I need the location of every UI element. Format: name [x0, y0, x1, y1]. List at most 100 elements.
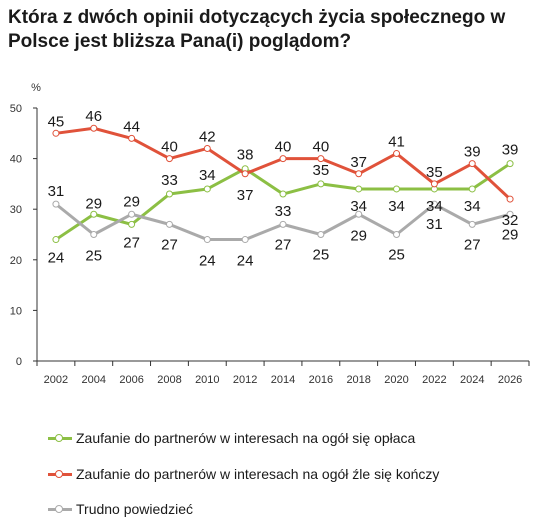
data-point-red	[165, 155, 173, 163]
data-label-red: 35	[426, 164, 443, 181]
data-label-gray: 31	[426, 216, 443, 233]
legend-item-gray: Trudno powiedzieć	[48, 501, 193, 517]
data-point-gray	[468, 220, 476, 228]
x-tick-label: 2012	[233, 374, 257, 386]
y-tick-label: 10	[10, 305, 22, 317]
data-point-red	[52, 129, 60, 137]
x-tick-label: 2010	[195, 374, 219, 386]
data-point-green	[128, 220, 136, 228]
data-point-gray	[393, 231, 401, 238]
x-tick-label: 2014	[271, 374, 295, 386]
data-label-gray: 25	[388, 247, 405, 264]
data-label-gray: 31	[48, 183, 65, 200]
data-label-gray: 25	[313, 247, 330, 264]
data-label-green: 27	[123, 234, 140, 251]
data-label-red: 41	[388, 134, 405, 151]
data-point-red	[506, 195, 514, 203]
legend-swatch-red	[48, 469, 72, 479]
y-tick-label: 40	[10, 154, 22, 166]
data-label-green: 33	[275, 203, 292, 220]
y-tick-label: 50	[10, 103, 22, 115]
data-label-red: 46	[85, 108, 102, 125]
data-label-red: 32	[502, 212, 519, 229]
data-point-gray	[128, 210, 136, 218]
data-point-green	[317, 180, 325, 188]
data-point-red	[90, 124, 98, 132]
data-label-green: 33	[161, 172, 178, 189]
x-tick-label: 2008	[157, 374, 181, 386]
data-point-green	[203, 185, 211, 193]
data-label-gray: 29	[502, 226, 519, 243]
data-label-gray: 27	[161, 236, 178, 253]
data-point-gray	[90, 231, 98, 238]
data-point-red	[317, 155, 325, 163]
data-label-gray: 24	[237, 253, 254, 270]
data-label-green: 34	[199, 167, 216, 184]
x-tick-label: 2004	[82, 374, 106, 386]
legend-swatch-green	[48, 433, 72, 443]
legend-item-green: Zaufanie do partnerów w interesach na og…	[48, 430, 415, 446]
data-point-red	[279, 155, 287, 163]
data-point-gray	[203, 236, 211, 244]
data-point-red	[468, 160, 476, 168]
data-label-green: 34	[388, 198, 405, 215]
data-point-green	[468, 185, 476, 193]
data-label-gray: 29	[123, 193, 140, 210]
data-point-red	[430, 180, 438, 188]
data-point-gray	[52, 200, 60, 208]
data-label-green: 29	[85, 195, 102, 212]
data-label-red: 42	[199, 128, 216, 145]
legend-item-red: Zaufanie do partnerów w interesach na og…	[48, 466, 439, 482]
data-label-green: 35	[313, 162, 330, 179]
data-label-red: 39	[464, 144, 481, 161]
legend-swatch-gray	[48, 504, 72, 514]
x-tick-label: 2020	[384, 374, 408, 386]
x-tick-label: 2022	[422, 374, 446, 386]
data-label-gray: 27	[464, 236, 481, 253]
data-point-green	[52, 236, 60, 244]
data-point-green	[165, 190, 173, 198]
data-point-gray	[430, 200, 438, 208]
x-tick-label: 2016	[309, 374, 333, 386]
data-label-gray: 29	[350, 227, 367, 244]
data-point-green	[279, 190, 287, 198]
x-tick-label: 2026	[498, 374, 522, 386]
x-tick-label: 2018	[346, 374, 370, 386]
data-point-gray	[506, 210, 514, 218]
data-point-red	[393, 150, 401, 158]
data-point-red	[355, 170, 363, 178]
data-label-green: 34	[350, 198, 367, 215]
data-point-gray	[317, 231, 325, 238]
data-label-green: 34	[464, 198, 481, 215]
data-point-red	[203, 144, 211, 152]
data-label-gray: 25	[85, 248, 102, 265]
data-label-green: 39	[502, 142, 519, 159]
data-point-gray	[241, 236, 249, 244]
data-label-red: 45	[48, 113, 65, 130]
x-tick-label: 2024	[460, 374, 484, 386]
legend-label-green: Zaufanie do partnerów w interesach na og…	[76, 430, 416, 446]
data-label-red: 40	[275, 139, 292, 156]
line-chart: 0 10 20 30 40 50% 2002 2004 2006 2008 2010 2012 2014…	[10, 82, 530, 386]
x-tick-label: 2002	[44, 374, 68, 386]
y-tick-label: 20	[10, 255, 22, 267]
chart-title: Która z dwóch opinii dotyczących życia s…	[8, 7, 506, 52]
legend-label-gray: Trudno powiedzieć	[76, 501, 193, 517]
y-axis-unit-label: %	[31, 82, 41, 94]
data-label-gray: 24	[199, 253, 216, 270]
data-label-gray: 27	[275, 236, 292, 253]
data-point-green	[90, 210, 98, 218]
data-point-red	[128, 134, 136, 142]
data-label-green: 38	[237, 147, 254, 164]
data-label-red: 37	[237, 187, 254, 204]
data-point-gray	[165, 220, 173, 228]
data-point-gray	[355, 210, 363, 218]
data-label-red: 44	[123, 118, 140, 135]
data-point-green	[506, 160, 514, 168]
y-tick-label: 0	[16, 356, 22, 368]
data-label-red: 40	[161, 139, 178, 156]
data-point-green	[393, 185, 401, 193]
data-point-gray	[279, 220, 287, 228]
data-point-red	[241, 170, 249, 178]
data-label-green: 34	[426, 198, 443, 215]
